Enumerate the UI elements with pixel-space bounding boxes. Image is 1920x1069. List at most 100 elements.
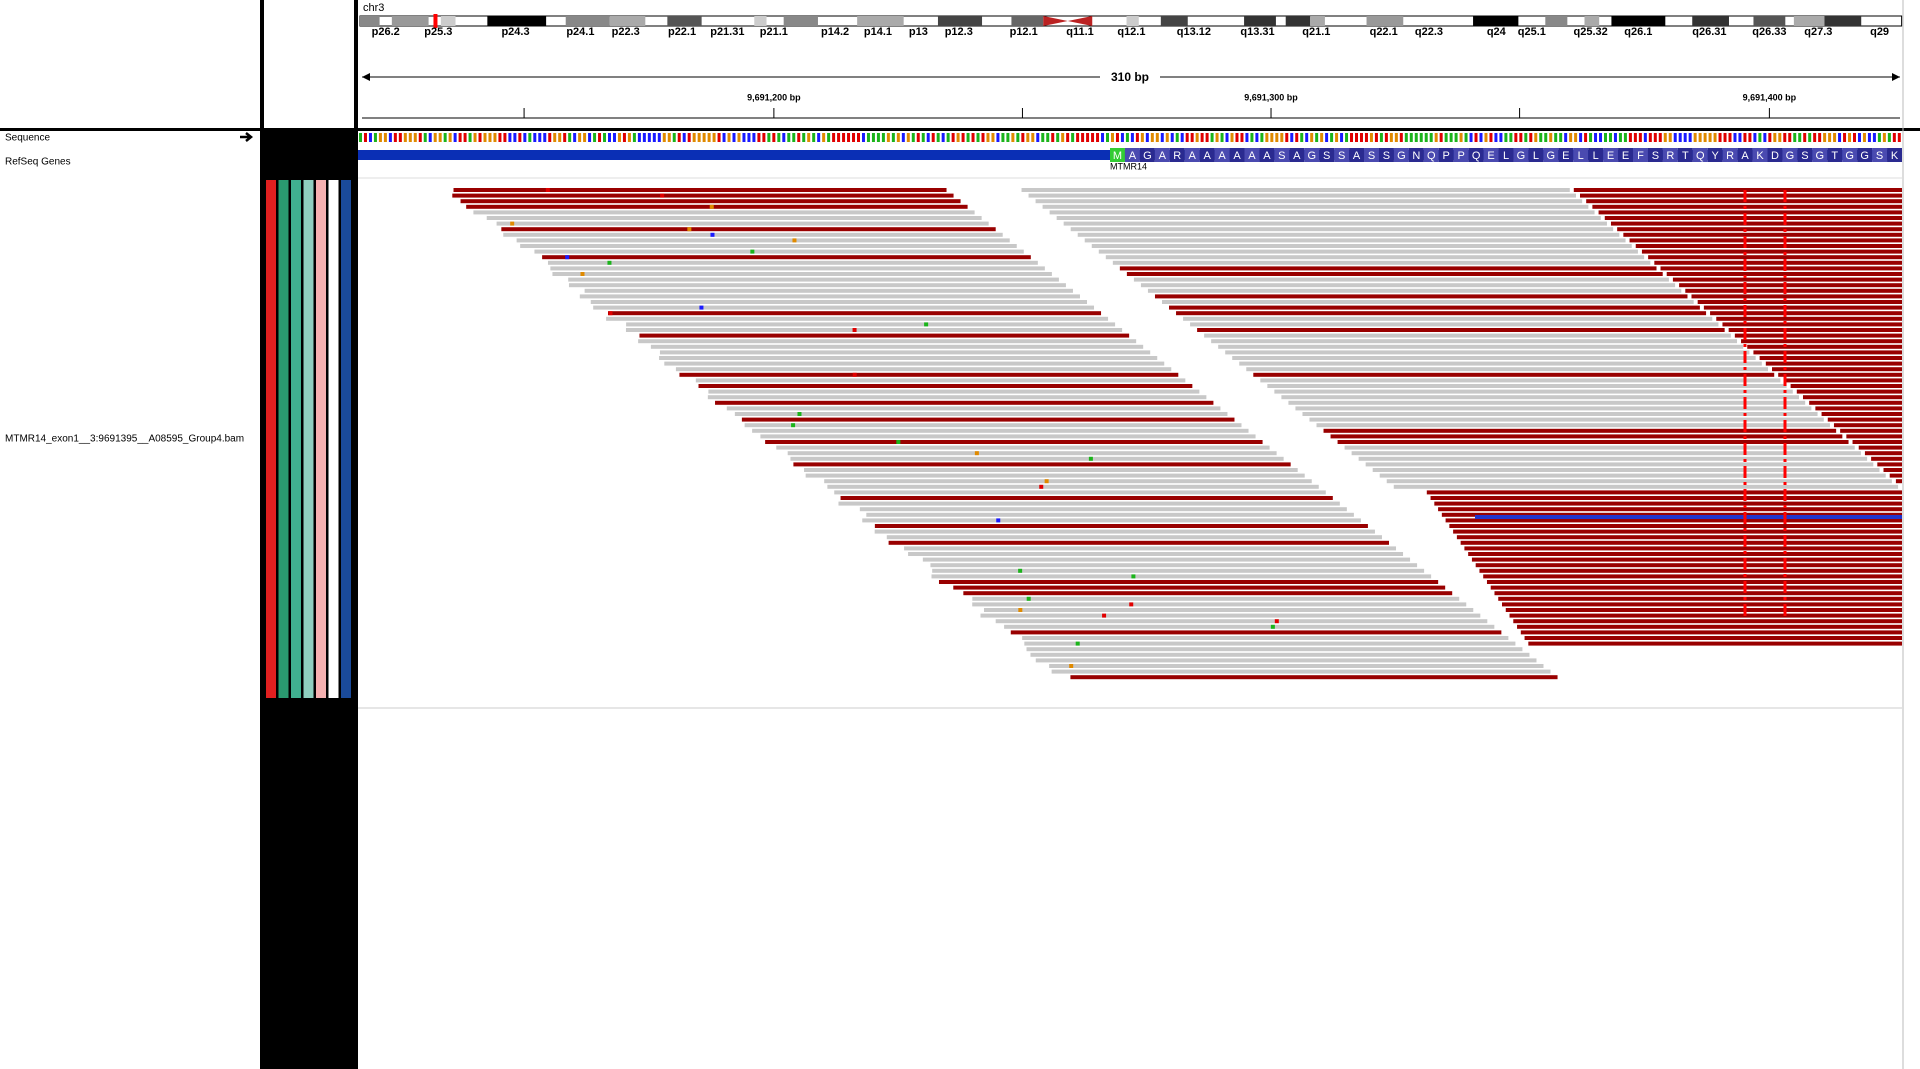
base — [1310, 133, 1314, 142]
ideogram-band — [487, 16, 547, 26]
base — [1066, 133, 1070, 142]
codon — [1169, 148, 1185, 162]
codon — [1543, 148, 1559, 162]
read — [486, 216, 982, 220]
amino-acid: R — [1666, 150, 1674, 162]
read — [1438, 507, 1902, 512]
base — [1265, 133, 1269, 142]
base — [1892, 133, 1896, 142]
read — [1133, 277, 1669, 282]
read — [1648, 255, 1902, 260]
base — [378, 133, 382, 142]
track-name: RefSeq Genes — [5, 157, 71, 168]
read — [453, 188, 947, 192]
read — [579, 294, 1080, 299]
base — [622, 133, 626, 142]
read — [1316, 423, 1830, 428]
strand-arrow[interactable] — [240, 132, 254, 142]
ideogram-band — [1611, 16, 1666, 26]
base — [478, 133, 482, 142]
read — [659, 356, 1158, 360]
band-label: q13.31 — [1240, 26, 1274, 38]
base — [857, 133, 860, 142]
read — [1679, 283, 1902, 288]
read — [516, 238, 1010, 243]
base — [687, 133, 691, 142]
read — [1026, 647, 1523, 652]
read — [1351, 451, 1861, 456]
read — [1464, 546, 1902, 551]
band-label: p24.1 — [566, 26, 594, 38]
mismatch — [924, 322, 929, 327]
attribute-cell — [328, 180, 339, 698]
amino-acid: A — [1741, 150, 1749, 162]
read — [607, 311, 1102, 316]
base — [558, 133, 562, 142]
read — [715, 400, 1214, 405]
base — [568, 133, 572, 142]
base — [1838, 133, 1842, 142]
read — [1517, 624, 1902, 629]
amino-acid: D — [1771, 150, 1779, 162]
base — [976, 133, 980, 142]
base — [742, 133, 746, 142]
base — [817, 133, 821, 142]
position-label: 9,691,200 bp — [747, 92, 801, 102]
base — [916, 133, 920, 142]
base — [368, 133, 372, 142]
read — [593, 305, 1095, 310]
base — [1753, 133, 1757, 142]
read — [1070, 675, 1558, 680]
base — [373, 133, 377, 142]
read — [1864, 451, 1902, 456]
base — [747, 133, 751, 142]
mismatch — [974, 451, 979, 456]
band-label: q26.31 — [1692, 26, 1726, 38]
codon — [1378, 148, 1394, 162]
base — [1409, 133, 1413, 142]
base — [1743, 133, 1747, 142]
read — [1513, 619, 1902, 624]
band-label: q22.3 — [1415, 26, 1443, 38]
base — [453, 133, 457, 142]
base — [662, 133, 666, 142]
base — [1469, 133, 1473, 142]
ideogram-band — [1692, 16, 1729, 26]
base — [702, 133, 706, 142]
ideogram-band — [783, 16, 818, 26]
read — [938, 580, 1439, 584]
read — [552, 272, 1052, 276]
amino-acid: A — [1218, 150, 1226, 162]
amino-acid: E — [1607, 150, 1614, 162]
mismatch — [791, 423, 796, 428]
read — [793, 462, 1291, 467]
read — [1598, 210, 1902, 215]
base — [876, 133, 880, 142]
read — [550, 266, 1045, 271]
amino-acid: S — [1278, 150, 1285, 162]
base — [413, 133, 417, 142]
mismatch — [852, 372, 857, 377]
mismatch — [996, 518, 1001, 523]
base — [1857, 133, 1861, 142]
read — [888, 540, 1389, 545]
base — [588, 133, 592, 142]
codon — [1304, 148, 1320, 162]
base — [1882, 133, 1886, 142]
amino-acid: G — [1143, 150, 1152, 162]
base — [1290, 133, 1294, 142]
base — [608, 133, 611, 142]
read — [1471, 557, 1902, 562]
track-name: MTMR14_exon1__3:9691395__A08595_Group4.b… — [5, 434, 244, 445]
read — [1765, 361, 1902, 366]
read — [1494, 591, 1902, 596]
read — [840, 496, 1333, 500]
mismatch — [699, 305, 704, 310]
read — [675, 367, 1172, 372]
amino-acid: G — [1860, 150, 1869, 162]
amino-acid: P — [1457, 150, 1464, 162]
codon — [1319, 148, 1335, 162]
attribute-cell — [266, 180, 276, 698]
base — [1862, 133, 1866, 142]
read — [953, 585, 1446, 590]
